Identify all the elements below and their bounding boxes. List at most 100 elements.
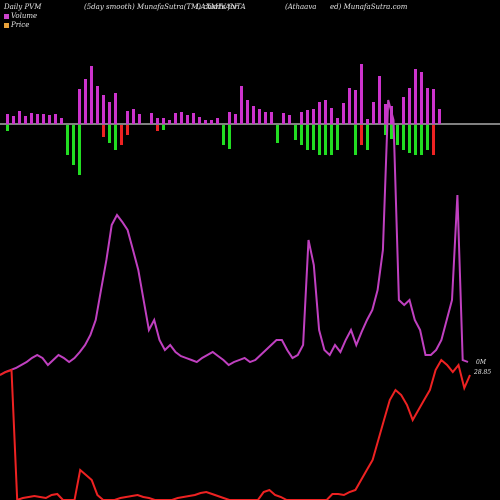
volume-up-bar (258, 109, 261, 124)
volume-down-bar (384, 125, 387, 135)
volume-up-bar (78, 89, 81, 124)
volume-down-bar (318, 125, 321, 155)
volume-up-bar (330, 108, 333, 124)
volume-up-bar (342, 103, 345, 124)
volume-up-bar (90, 66, 93, 124)
chart-title-right-b: ed) MunafaSutra.com (330, 3, 408, 11)
volume-down-bar (114, 125, 117, 150)
volume-up-bar (42, 114, 45, 124)
volume-up-bar (354, 90, 357, 124)
volume-down-bar (324, 125, 327, 155)
volume-up-bar (228, 112, 231, 124)
volume-up-bar (438, 109, 441, 124)
volume-swatch-icon (4, 13, 9, 19)
volume-down-bar (396, 125, 399, 145)
volume-end-label: 0M (476, 359, 487, 366)
volume-up-bar (318, 102, 321, 124)
chart-title-center: (5day smooth) MunafaSutra(TM) charts for (84, 3, 238, 11)
volume-down-bar (222, 125, 225, 145)
volume-down-bar (336, 125, 339, 150)
volume-up-bar (132, 109, 135, 124)
volume-down-bar (108, 125, 111, 143)
price-line (0, 358, 471, 500)
volume-up-bar (360, 64, 363, 124)
volume-up-bar (288, 115, 291, 124)
volume-down-bar (354, 125, 357, 155)
volume-up-bar (6, 114, 9, 124)
volume-up-bar (198, 117, 201, 124)
volume-down-bar (426, 125, 429, 150)
volume-down-bar (306, 125, 309, 150)
chart-title-left: Daily PVM (4, 3, 42, 11)
volume-bars (6, 64, 441, 175)
volume-up-bar (96, 86, 99, 124)
volume-up-bar (36, 114, 39, 124)
volume-up-bar (12, 116, 15, 124)
volume-up-bar (102, 95, 105, 124)
volume-up-bar (432, 89, 435, 124)
volume-up-bar (204, 120, 207, 124)
volume-down-bar (420, 125, 423, 155)
volume-up-bar (150, 113, 153, 124)
volume-up-bar (216, 118, 219, 124)
volume-up-bar (402, 97, 405, 124)
volume-down-bar (300, 125, 303, 145)
volume-up-bar (306, 110, 309, 124)
volume-up-bar (252, 106, 255, 124)
volume-up-bar (408, 88, 411, 124)
volume-up-bar (300, 112, 303, 124)
price-end-label: 28.85 (473, 369, 491, 376)
volume-up-bar (138, 114, 141, 124)
volume-up-bar (162, 118, 165, 124)
volume-up-bar (174, 113, 177, 124)
volume-red-bar (360, 125, 363, 145)
volume-down-bar (312, 125, 315, 150)
legend-volume-label: Volume (11, 12, 38, 20)
volume-down-bar (66, 125, 69, 155)
volume-up-bar (156, 118, 159, 124)
chart-title-ticker: LAXMIVANTA (196, 3, 246, 11)
volume-up-bar (48, 115, 51, 124)
volume-up-bar (30, 113, 33, 124)
volume-up-bar (426, 88, 429, 124)
volume-down-bar (162, 125, 165, 130)
volume-red-bar (156, 125, 159, 131)
volume-down-bar (390, 125, 393, 139)
volume-up-bar (60, 118, 63, 124)
volume-up-bar (324, 100, 327, 124)
volume-up-bar (126, 111, 129, 124)
volume-up-bar (264, 112, 267, 124)
volume-down-bar (402, 125, 405, 150)
legend-price-label: Price (11, 21, 30, 29)
volume-up-bar (420, 72, 423, 124)
volume-up-bar (348, 88, 351, 124)
volume-down-bar (6, 125, 9, 131)
volume-up-bar (336, 118, 339, 124)
volume-down-bar (78, 125, 81, 175)
volume-up-bar (372, 102, 375, 124)
volume-up-bar (282, 113, 285, 124)
volume-red-bar (126, 125, 129, 135)
volume-up-bar (234, 114, 237, 124)
volume-up-bar (168, 120, 171, 124)
volume-up-bar (54, 114, 57, 124)
volume-up-bar (384, 104, 387, 124)
volume-red-bar (120, 125, 123, 145)
price-swatch-icon (4, 22, 9, 28)
volume-red-bar (102, 125, 105, 137)
volume-up-bar (366, 119, 369, 124)
legend-price: Price (4, 21, 29, 29)
volume-up-bar (270, 112, 273, 124)
volume-line (0, 99, 469, 376)
volume-up-bar (84, 79, 87, 124)
volume-down-bar (294, 125, 297, 140)
volume-red-bar (432, 125, 435, 155)
volume-down-bar (228, 125, 231, 149)
volume-up-bar (192, 113, 195, 124)
volume-down-bar (414, 125, 417, 155)
volume-up-bar (108, 102, 111, 124)
volume-up-bar (180, 112, 183, 124)
volume-down-bar (408, 125, 411, 153)
volume-up-bar (114, 93, 117, 124)
